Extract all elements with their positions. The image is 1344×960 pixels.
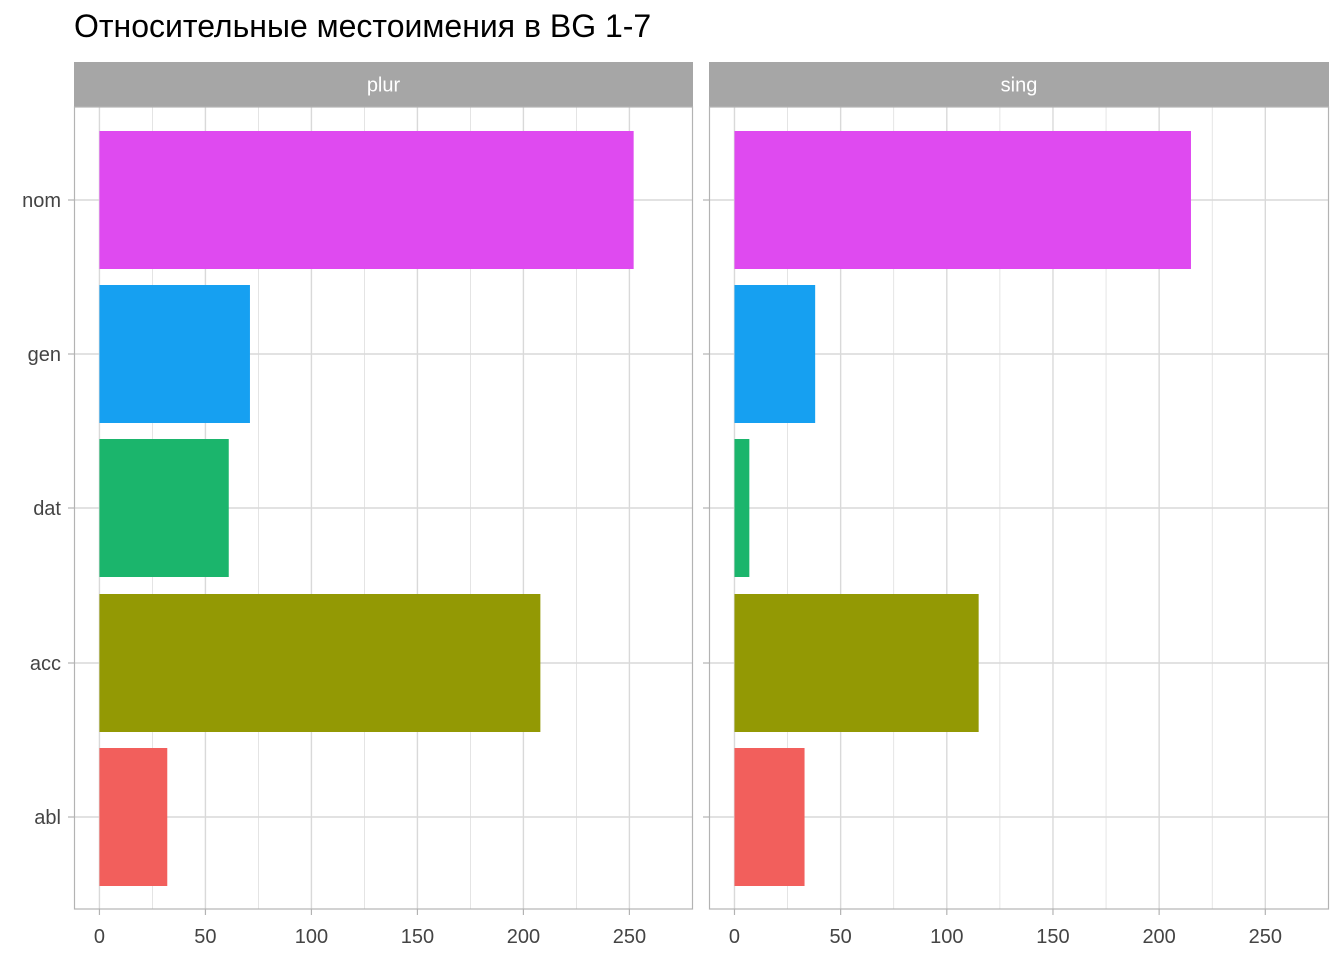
x-tick-label: 0 [94,926,105,948]
x-tick-label: 100 [295,926,328,948]
x-tick-label: 250 [613,926,646,948]
y-tick-label: abl [34,807,61,829]
strip-plur [74,62,693,107]
panel-border [708,106,1330,910]
x-tick-label: 200 [507,926,540,948]
panel-sing: sing 0 50 100 150 200 250 [703,62,1330,948]
y-tick-label: acc [30,653,61,675]
bar-plur-abl [99,748,168,886]
y-tick-label: dat [33,498,61,520]
bar-plur-acc [99,594,541,732]
x-tick-label: 100 [930,926,963,948]
bar-plur-nom [99,131,634,269]
strip-label: plur [367,75,401,97]
x-tick-label: 50 [194,926,216,948]
strip-label: sing [1001,75,1038,97]
x-tick-label: 250 [1249,926,1282,948]
x-tick-label: 0 [729,926,740,948]
bar-sing-dat [734,439,750,577]
bar-sing-acc [734,594,979,732]
bar-plur-gen [99,285,250,423]
chart-title: Относительные местоимения в BG 1-7 [74,8,652,44]
x-tick-label: 150 [401,926,434,948]
x-tick-label: 150 [1036,926,1069,948]
y-tick-label: gen [28,344,61,366]
y-tick-label: nom [22,190,61,212]
bar-sing-gen [734,285,816,423]
panel-border [73,106,694,910]
x-tick-label: 200 [1142,926,1175,948]
bar-sing-abl [734,748,805,886]
panel-plur: plur 0 50 100 150 200 250 nom gen dat acc abl [22,62,694,948]
strip-sing [709,62,1329,107]
bar-sing-nom [734,131,1191,269]
x-tick-label: 50 [830,926,852,948]
bar-plur-dat [99,439,229,577]
